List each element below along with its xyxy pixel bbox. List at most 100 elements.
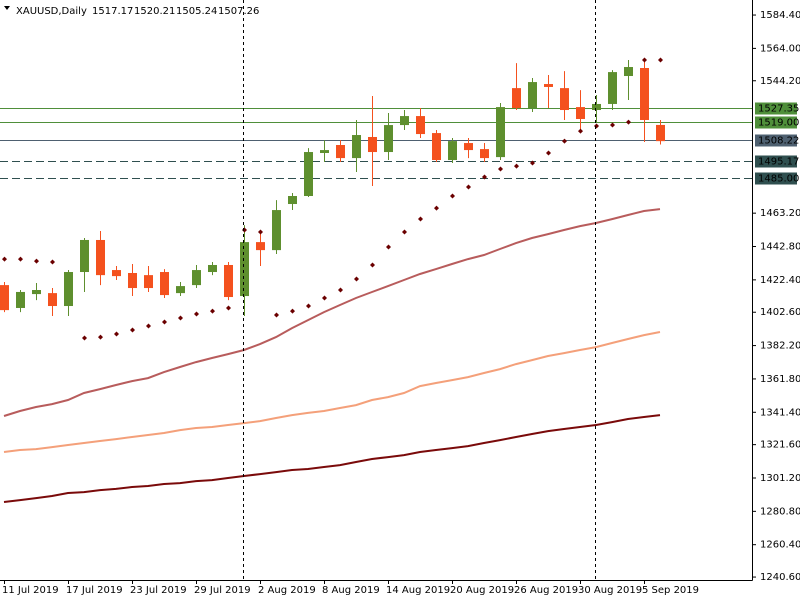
candle-body: [448, 141, 457, 161]
sar-dot: [562, 138, 567, 144]
sar-dot: [498, 166, 503, 172]
sar-dot: [322, 295, 327, 301]
candle-body: [640, 68, 649, 120]
sar-dot: [482, 174, 487, 180]
sar-dot: [434, 205, 439, 211]
header-value: 1505.24: [176, 6, 217, 17]
candle-body: [320, 150, 329, 154]
price-level-label: 1508.22: [758, 136, 799, 147]
sar-dot: [2, 256, 7, 262]
price-axis-panel: [752, 0, 800, 600]
candle-body: [208, 264, 217, 273]
sar-dot: [146, 323, 151, 329]
y-tick-label: 1361.80: [760, 374, 800, 385]
candle-body: [512, 88, 521, 109]
sar-dot: [642, 57, 647, 63]
sar-dot: [50, 259, 55, 265]
sar-dot: [418, 216, 423, 222]
candle-body: [528, 82, 537, 109]
candle-body: [656, 124, 665, 142]
candle-body: [288, 196, 297, 205]
y-tick-label: 1463.20: [760, 208, 800, 219]
price-level-label: 1495.17: [758, 157, 799, 168]
candle-body: [384, 125, 393, 153]
sar-dot: [386, 244, 391, 250]
header-icon: [4, 6, 10, 10]
y-tick-label: 1544.20: [760, 76, 800, 87]
sar-dot: [114, 331, 119, 337]
candle-body: [592, 103, 601, 111]
y-tick-label: 1382.20: [760, 341, 800, 352]
candle-body: [464, 143, 473, 151]
sar-dot: [130, 327, 135, 333]
price-level-label-bg: [755, 134, 797, 147]
candle-body: [304, 152, 313, 197]
x-tick-label: 30 Aug 2019: [578, 585, 642, 596]
candle-body: [64, 272, 73, 307]
y-tick-label: 1422.40: [760, 275, 800, 286]
sar-dot: [402, 229, 407, 235]
y-tick-label: 1240.60: [760, 572, 800, 583]
y-tick-label: 1564.00: [760, 43, 800, 54]
y-tick-label: 1280.80: [760, 506, 800, 517]
candle-body: [480, 149, 489, 159]
moving-average: [3, 208, 661, 417]
candle-body: [624, 67, 633, 77]
candle-body: [48, 293, 57, 307]
x-tick-label: 26 Aug 2019: [514, 585, 578, 596]
y-tick-label: 1341.40: [760, 407, 800, 418]
axes: 1584.40 1564.00 1544.20 1463.20 1442.80 1422.…: [2, 10, 800, 596]
x-tick-label: 5 Sep 2019: [642, 585, 699, 596]
sar-dot: [546, 150, 551, 156]
x-tick-label: 2 Aug 2019: [258, 585, 316, 596]
sar-dot: [18, 256, 23, 262]
sar-dot: [658, 57, 663, 63]
price-level-label-bg: [755, 102, 797, 115]
candle-body: [160, 272, 169, 296]
x-tick-label: 20 Aug 2019: [450, 585, 514, 596]
candle-body: [368, 136, 377, 153]
y-tick-label: 1584.40: [760, 10, 800, 21]
candle-body: [272, 210, 281, 251]
price-level-label-bg: [755, 116, 797, 129]
symbol-label: XAUUSD,Daily: [16, 6, 87, 17]
candle-body: [416, 116, 425, 135]
sar-dot: [370, 262, 375, 268]
candle-body: [608, 72, 617, 104]
candle-body: [352, 135, 361, 159]
plot-area: [0, 57, 752, 503]
candle-body: [544, 84, 553, 87]
candle-body: [176, 286, 185, 294]
candle-body: [32, 290, 41, 295]
price-level-label: 1527.35: [758, 104, 799, 115]
candle-body: [400, 116, 409, 126]
price-level-label: 1519.00: [758, 118, 799, 129]
sar-dot: [162, 319, 167, 325]
candle-body: [16, 291, 25, 308]
y-tick-label: 1260.40: [760, 540, 800, 551]
sar-dot: [626, 119, 631, 125]
sar-dot: [306, 303, 311, 309]
sar-dot: [290, 308, 295, 314]
sar-dot: [178, 315, 183, 321]
sar-dot: [258, 229, 263, 235]
y-tick-label: 1301.20: [760, 473, 800, 484]
x-tick-label: 14 Aug 2019: [386, 585, 450, 596]
price-level-label-bg: [755, 155, 797, 168]
sar-dot: [226, 305, 231, 311]
candle-body: [256, 242, 265, 251]
candle-body: [0, 285, 9, 311]
sar-dot: [530, 160, 535, 166]
y-tick-label: 1442.80: [760, 242, 800, 253]
moving-average: [3, 414, 661, 503]
x-tick-label: 11 Jul 2019: [2, 585, 59, 596]
y-tick-label: 1321.60: [760, 440, 800, 451]
sar-dot: [610, 122, 615, 128]
x-tick-label: 8 Aug 2019: [322, 585, 380, 596]
candle-body: [112, 270, 121, 277]
sar-dot: [194, 311, 199, 317]
candle-body: [192, 270, 201, 286]
candle-body: [432, 133, 441, 161]
